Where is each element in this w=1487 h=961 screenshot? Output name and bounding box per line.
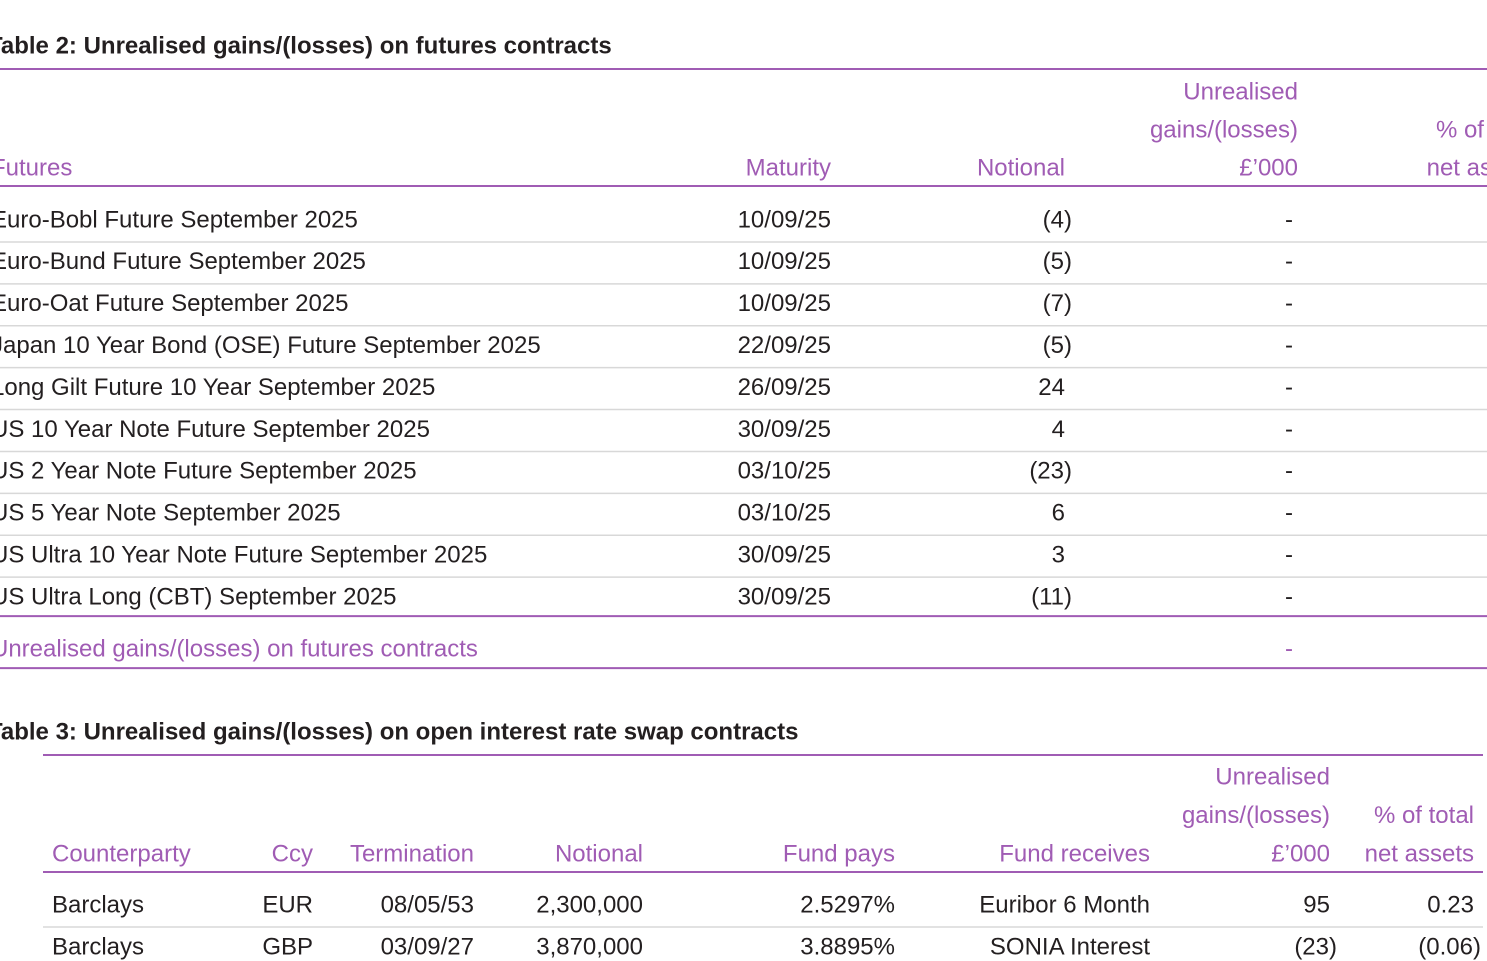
column-header: Ccy — [272, 840, 313, 867]
column-header: net assets — [1427, 154, 1487, 181]
cell: (7) — [1043, 290, 1072, 317]
cell: Barclays — [52, 933, 144, 960]
cell: Long Gilt Future 10 Year September 2025 — [0, 374, 435, 401]
cell: 10/09/25 — [738, 206, 831, 233]
cell: 24 — [1038, 374, 1065, 401]
cell: - — [1285, 458, 1293, 485]
cell: - — [1285, 290, 1293, 317]
cell: (23) — [1029, 458, 1072, 485]
cell: Euro-Oat Future September 2025 — [0, 290, 349, 317]
column-header: Fund receives — [999, 840, 1150, 867]
table-title: Table 3: Unrealised gains/(losses) on op… — [0, 718, 798, 745]
column-header: % of total — [1436, 116, 1487, 143]
cell: - — [1285, 332, 1293, 359]
cell: 26/09/25 — [738, 374, 831, 401]
cell: SONIA Interest — [990, 933, 1150, 960]
column-header: Termination — [350, 840, 474, 867]
cell: - — [1285, 206, 1293, 233]
column-header: £’000 — [1239, 154, 1298, 181]
cell: - — [1285, 374, 1293, 401]
cell: - — [1285, 248, 1293, 275]
cell: 10/09/25 — [738, 248, 831, 275]
cell: - — [1285, 500, 1293, 527]
cell: 0.23 — [1427, 891, 1474, 918]
cell: US Ultra 10 Year Note Future September 2… — [0, 542, 487, 569]
cell: (4) — [1043, 206, 1072, 233]
column-header: £’000 — [1271, 840, 1330, 867]
cell: (5) — [1043, 248, 1072, 275]
cell: (11) — [1031, 583, 1072, 610]
cell: EUR — [262, 891, 313, 918]
cell: 30/09/25 — [738, 583, 831, 610]
cell: 2.5297% — [800, 891, 895, 918]
cell: 03/10/25 — [738, 458, 831, 485]
cell: Barclays — [52, 891, 144, 918]
column-header: gains/(losses) — [1150, 116, 1298, 143]
cell: (5) — [1043, 332, 1072, 359]
cell: US 10 Year Note Future September 2025 — [0, 416, 430, 443]
cell: (23) — [1294, 933, 1337, 960]
column-header: % of total — [1374, 802, 1474, 829]
cell: US 5 Year Note September 2025 — [0, 500, 341, 527]
cell: 3 — [1052, 542, 1065, 569]
cell: 03/10/25 — [738, 500, 831, 527]
cell: 6 — [1052, 500, 1065, 527]
column-header: Fund pays — [783, 840, 895, 867]
cell: - — [1285, 542, 1293, 569]
cell: (0.06) — [1418, 933, 1481, 960]
cell: Japan 10 Year Bond (OSE) Future Septembe… — [0, 332, 541, 359]
cell: - — [1285, 416, 1293, 443]
column-header: net assets — [1365, 840, 1474, 867]
column-header: Notional — [555, 840, 643, 867]
cell: 10/09/25 — [738, 290, 831, 317]
cell: 3.8895% — [800, 933, 895, 960]
column-header: Unrealised — [1215, 763, 1330, 790]
column-header: Notional — [977, 154, 1065, 181]
cell: Euribor 6 Month — [979, 891, 1150, 918]
cell: 95 — [1303, 891, 1330, 918]
column-header: gains/(losses) — [1182, 802, 1330, 829]
cell: 22/09/25 — [738, 332, 831, 359]
cell: 30/09/25 — [738, 542, 831, 569]
table-title: Table 2: Unrealised gains/(losses) on fu… — [0, 32, 612, 59]
column-header: Unrealised — [1183, 78, 1298, 105]
cell: 08/05/53 — [381, 891, 474, 918]
cell: 4 — [1052, 416, 1065, 443]
cell: - — [1285, 635, 1293, 662]
cell: - — [1285, 583, 1293, 610]
cell: Euro-Bobl Future September 2025 — [0, 206, 358, 233]
cell: US Ultra Long (CBT) September 2025 — [0, 583, 397, 610]
cell: Euro-Bund Future September 2025 — [0, 248, 366, 275]
cell: 2,300,000 — [536, 891, 643, 918]
column-header: Maturity — [746, 154, 831, 181]
cell: 30/09/25 — [738, 416, 831, 443]
column-header: Counterparty — [52, 840, 191, 867]
cell: GBP — [262, 933, 313, 960]
cell: Unrealised gains/(losses) on futures con… — [0, 635, 478, 662]
cell: US 2 Year Note Future September 2025 — [0, 458, 417, 485]
cell: 03/09/27 — [381, 933, 474, 960]
cell: 3,870,000 — [536, 933, 643, 960]
column-header: Futures — [0, 154, 72, 181]
